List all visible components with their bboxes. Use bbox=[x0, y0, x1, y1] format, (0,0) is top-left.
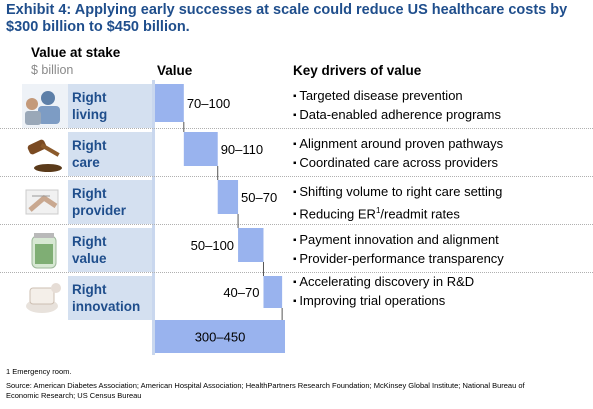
row-label: Right care bbox=[68, 132, 152, 176]
row-right-innovation: Right innovation bbox=[20, 276, 152, 320]
driver-item: Payment innovation and alignment bbox=[293, 231, 593, 250]
driver-text-er: Reducing ER bbox=[299, 206, 376, 222]
value-column-header: Value bbox=[157, 63, 193, 78]
drivers-column-header: Key drivers of value bbox=[293, 63, 422, 78]
footnote-marker: 1 bbox=[375, 206, 381, 215]
driver-item: Coordinated care across providers bbox=[293, 154, 593, 173]
chart-title: Exhibit 4: Applying early successes at s… bbox=[6, 2, 568, 35]
driver-item: Targeted disease prevention bbox=[293, 87, 593, 106]
unit-label: $ billion bbox=[31, 63, 74, 77]
row-separator bbox=[0, 224, 593, 225]
bar-right-care bbox=[183, 132, 218, 166]
driver-item: Shifting volume to right care setting bbox=[293, 183, 593, 202]
row-right-value: Right value bbox=[20, 228, 152, 272]
bar-total bbox=[155, 320, 285, 353]
bar-right-living bbox=[155, 84, 184, 122]
driver-item: Data-enabled adherence programs bbox=[293, 106, 593, 125]
row-label: Right provider bbox=[68, 180, 152, 224]
driver-item: Improving trial operations bbox=[293, 292, 593, 311]
drivers-right-value: Payment innovation and alignment Provide… bbox=[293, 231, 593, 269]
bar-right-innovation bbox=[263, 276, 283, 308]
category-axis-band bbox=[152, 80, 155, 355]
value-label: 70–100 bbox=[187, 96, 230, 111]
money-jar-photo-icon bbox=[22, 228, 68, 272]
driver-item: Provider-performance transparency bbox=[293, 250, 593, 269]
row-separator bbox=[0, 128, 593, 129]
footnote: 1 Emergency room. bbox=[6, 367, 72, 376]
driver-text-rest: /readmit rates bbox=[380, 206, 460, 222]
value-label: 90–110 bbox=[221, 142, 263, 157]
bar-right-value bbox=[238, 228, 264, 262]
driver-item: Reducing ER1/readmit rates bbox=[293, 202, 593, 224]
lab-glassware-photo-icon bbox=[22, 276, 68, 320]
row-separator bbox=[0, 176, 593, 177]
bar-right-provider bbox=[217, 180, 239, 214]
drivers-right-innovation: Accelerating discovery in R&D Improving … bbox=[293, 273, 593, 311]
value-at-stake-header: Value at stake bbox=[31, 45, 121, 60]
row-label: Right living bbox=[68, 84, 152, 128]
driver-item: Accelerating discovery in R&D bbox=[293, 273, 593, 292]
source-note: Source: American Diabetes Association; A… bbox=[6, 381, 525, 400]
value-label: 50–100 bbox=[191, 238, 234, 253]
gavel-photo-icon bbox=[22, 132, 68, 176]
driver-item: Alignment around proven pathways bbox=[293, 135, 593, 154]
row-label: Right innovation bbox=[68, 276, 152, 320]
handshake-photo-icon bbox=[22, 180, 68, 224]
row-right-provider: Right provider bbox=[20, 180, 152, 224]
value-label: 40–70 bbox=[223, 285, 259, 300]
drivers-right-care: Alignment around proven pathways Coordin… bbox=[293, 135, 593, 173]
doctor-patient-photo-icon bbox=[22, 84, 68, 128]
drivers-right-living: Targeted disease prevention Data-enabled… bbox=[293, 87, 593, 125]
row-right-living: Right living bbox=[20, 84, 152, 128]
drivers-right-provider: Shifting volume to right care setting Re… bbox=[293, 183, 593, 224]
row-label: Right value bbox=[68, 228, 152, 272]
value-label: 300–450 bbox=[195, 330, 246, 345]
value-label: 50–70 bbox=[241, 190, 277, 205]
row-right-care: Right care bbox=[20, 132, 152, 176]
